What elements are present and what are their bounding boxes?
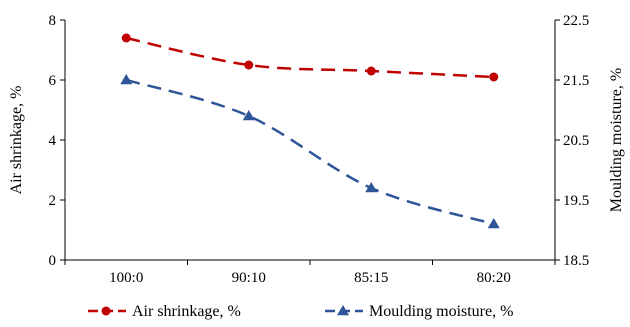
legend: Air shrinkage, % Moulding moisture, % bbox=[88, 303, 513, 320]
air-shrinkage-data-point bbox=[121, 33, 131, 43]
x-tick-label: 90:10 bbox=[232, 270, 266, 286]
x-tick-label: 100:0 bbox=[109, 270, 143, 286]
right-tick-label: 18.5 bbox=[563, 253, 589, 269]
moulding-moisture-data-point bbox=[487, 218, 500, 229]
x-tick-label: 85:15 bbox=[354, 270, 388, 286]
left-tick-label: 0 bbox=[49, 253, 57, 269]
right-axis-title: Moulding moisture, % bbox=[608, 68, 625, 212]
right-tick-label: 19.5 bbox=[563, 193, 589, 209]
left-tick-label: 6 bbox=[49, 73, 57, 89]
x-tick-label: 80:20 bbox=[477, 270, 511, 286]
moulding-moisture-data-point bbox=[120, 74, 133, 85]
air-shrinkage-data-point bbox=[366, 66, 376, 76]
air-shrinkage-data-point bbox=[489, 72, 499, 82]
air-shrinkage-series-line bbox=[125, 36, 494, 79]
left-tick-label: 2 bbox=[49, 193, 57, 209]
left-tick-label: 4 bbox=[49, 133, 57, 149]
left-tick-label: 8 bbox=[49, 13, 57, 29]
right-tick-label: 20.5 bbox=[563, 133, 589, 149]
moulding-moisture-data-point bbox=[365, 182, 378, 193]
legend-label-moulding-moisture: Moulding moisture, % bbox=[369, 303, 513, 320]
series-layer bbox=[120, 33, 500, 229]
moulding-moisture-series-line bbox=[125, 78, 495, 226]
left-axis-title: Air shrinkage, % bbox=[8, 86, 25, 195]
right-tick-label: 22.5 bbox=[563, 13, 589, 29]
legend-marker-moulding-moisture bbox=[337, 305, 349, 316]
legend-marker-air-shrinkage bbox=[101, 306, 111, 316]
moulding-moisture-data-point bbox=[242, 110, 255, 121]
air-shrinkage-data-point bbox=[244, 60, 254, 70]
right-tick-label: 21.5 bbox=[563, 73, 589, 89]
tick-layer: 0 2 4 6 8 18.5 19.5 20.5 21.5 22.5 100:0 90:10 85:15… bbox=[49, 13, 590, 286]
legend-label-air-shrinkage: Air shrinkage, % bbox=[132, 303, 241, 320]
